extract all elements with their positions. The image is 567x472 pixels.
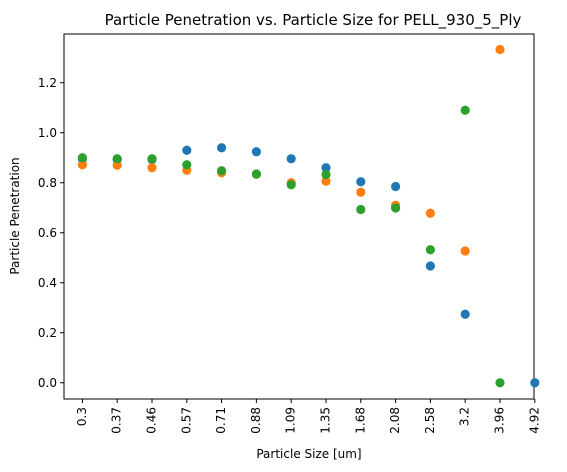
x-tick-label: 0.88 — [249, 407, 263, 434]
series-1-point — [321, 163, 331, 173]
x-tick-label: 3.96 — [493, 407, 507, 434]
series-3-point — [147, 154, 157, 164]
plot-frame — [63, 33, 535, 400]
series-3-point — [391, 203, 401, 213]
series-1-point — [460, 309, 470, 319]
series-3-point — [217, 166, 227, 176]
series-1-point — [425, 261, 435, 271]
series-1-point — [286, 154, 296, 164]
series-3-point — [77, 153, 87, 163]
x-axis-label: Particle Size [um] — [256, 447, 361, 461]
y-tick-label: 0.8 — [38, 176, 57, 190]
series-2-point — [495, 44, 505, 55]
y-axis: 0.0 0.2 0.4 0.6 0.8 1.0 1.2 — [38, 76, 64, 390]
series-1-point — [530, 378, 540, 388]
x-tick-label: 1.68 — [353, 407, 367, 434]
data-points — [77, 44, 540, 388]
x-tick-label: 2.08 — [388, 407, 402, 434]
y-tick-label: 0.6 — [38, 226, 57, 240]
series-3-point — [286, 180, 296, 190]
series-3-point — [112, 154, 122, 164]
series-3-point — [425, 245, 435, 255]
x-tick-label: 2.58 — [423, 407, 437, 434]
series-3-point — [321, 169, 331, 180]
x-tick-label: 0.71 — [214, 407, 228, 434]
y-tick-label: 1.2 — [38, 76, 57, 90]
series-1-point — [251, 147, 261, 157]
series-2-point — [112, 160, 122, 170]
series-3-point — [495, 378, 505, 388]
x-axis: 0.3 0.37 0.46 0.57 0.71 0.88 1.09 1.35 1.68 2.08 2… — [75, 399, 541, 434]
series-2-point — [425, 208, 435, 218]
series-2-point — [356, 187, 366, 197]
series-3-point — [182, 160, 192, 170]
y-tick-label: 1.0 — [38, 126, 57, 140]
series-1-point — [182, 145, 192, 155]
x-tick-label: 0.46 — [145, 407, 159, 434]
x-tick-label: 1.09 — [284, 407, 298, 434]
chart-title: Particle Penetration vs. Particle Size f… — [105, 11, 522, 30]
series-1-point — [217, 143, 227, 153]
series-2-point — [321, 176, 331, 186]
series-1-point — [356, 177, 366, 187]
series-2-point — [77, 160, 87, 170]
y-tick-label: 0.2 — [38, 326, 57, 340]
series-3-point — [356, 204, 366, 215]
x-tick-label: 0.3 — [75, 407, 89, 426]
y-axis-label: Particle Penetration — [8, 157, 22, 274]
x-tick-label: 1.35 — [319, 407, 333, 434]
x-tick-label: 3.2 — [458, 407, 472, 426]
series-2-point — [147, 163, 157, 173]
x-tick-label: 4.92 — [527, 407, 541, 434]
y-tick-label: 0.0 — [38, 376, 57, 390]
series-3-point — [251, 169, 261, 179]
plot-area: 0.0 0.2 0.4 0.6 0.8 1.0 1.2 0.3 0.37 0.46 0.57 0.7… — [38, 33, 541, 434]
series-2-point — [460, 246, 470, 256]
y-tick-label: 0.4 — [38, 276, 57, 290]
series-1-point — [391, 181, 401, 192]
x-tick-label: 0.37 — [110, 407, 124, 434]
series-3-point — [460, 105, 470, 115]
x-tick-label: 0.57 — [179, 407, 193, 434]
